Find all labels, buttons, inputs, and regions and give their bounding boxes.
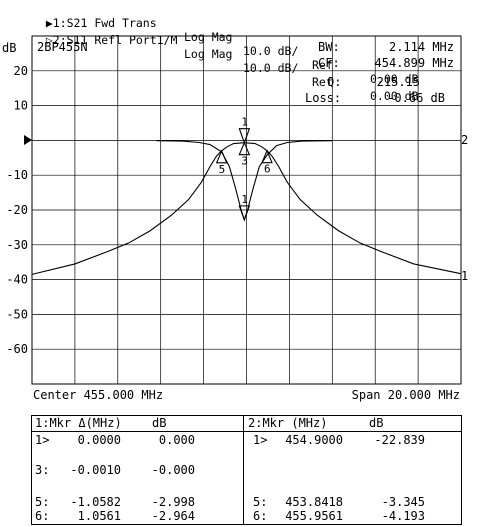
trace1-refval: 0.00 dB bbox=[370, 72, 419, 86]
left-header-mkr: 1:Mkr Δ(MHz) bbox=[35, 416, 122, 430]
right-row-6-mhz: 455.9561 bbox=[285, 509, 343, 523]
left-row-1-mhz: 0.0000 bbox=[77, 433, 121, 447]
q-value: 215.15 bbox=[377, 75, 420, 89]
trace2-refval: 0.00 dB bbox=[370, 89, 419, 103]
ref-level-arrow-icon bbox=[24, 135, 32, 145]
marker-triangle-icon bbox=[238, 141, 251, 156]
left-row-6-mhz: 1.0561 bbox=[77, 509, 121, 523]
chart-grid bbox=[31, 35, 462, 385]
chart-markers: 1 3 5 6 1 bbox=[215, 116, 273, 222]
left-row-5-id: 5: bbox=[35, 495, 50, 509]
trace1-format: Log Mag bbox=[184, 30, 233, 44]
bw-value: 2.114 MHz bbox=[389, 40, 454, 54]
y-tick-label: -30 bbox=[6, 238, 28, 252]
right-row-5-mhz: 453.8418 bbox=[285, 495, 343, 509]
y-tick-label: -20 bbox=[6, 203, 28, 217]
trace1-label: ▶1:S21 Fwd Trans bbox=[45, 16, 157, 30]
y-tick-label: -60 bbox=[6, 342, 28, 356]
y-tick-label: -10 bbox=[6, 168, 28, 182]
y-axis-label: dB bbox=[2, 41, 16, 55]
trace-end-label-1: 1 bbox=[461, 269, 468, 283]
right-row-5-id: 5: bbox=[253, 495, 268, 509]
center-label: Center 455.000 MHz bbox=[33, 388, 163, 402]
marker-label: 3 bbox=[241, 155, 248, 168]
marker-triangle-icon bbox=[238, 205, 251, 222]
left-row-6-id: 6: bbox=[35, 509, 50, 523]
y-tick-labels: 20 10 -10 -20 -30 -40 -50 -60 bbox=[6, 64, 28, 356]
y-tick-label: 20 bbox=[14, 64, 28, 78]
right-row-6-db: -4.193 bbox=[381, 509, 425, 523]
y-tick-label: -40 bbox=[6, 273, 28, 287]
marker-label: 1 bbox=[241, 116, 248, 129]
right-row-5-db: -3.345 bbox=[381, 495, 425, 509]
right-row-1-db: -22.839 bbox=[374, 433, 425, 447]
y-tick-label: 10 bbox=[14, 99, 28, 113]
trace1-scale: 10.0 dB/ bbox=[243, 44, 299, 58]
trace2-ref: Ref bbox=[312, 75, 333, 89]
y-tick-label: -50 bbox=[6, 307, 28, 321]
marker-table: 1:Mkr Δ(MHz) dB 2:Mkr (MHz) dB 1> 0.0000… bbox=[31, 415, 462, 525]
left-row-1-db: 0.000 bbox=[158, 433, 195, 447]
trace-end-label-2: 2 bbox=[461, 133, 468, 147]
table-divider-vertical bbox=[243, 416, 244, 524]
loss-label: Loss: bbox=[305, 91, 341, 105]
marker-label: 1 bbox=[241, 193, 248, 206]
marker-triangle-icon bbox=[238, 128, 251, 145]
left-row-1-id: 1> bbox=[35, 433, 50, 447]
marker-3-trace1: 3 bbox=[238, 141, 251, 168]
marker-6-trace1: 6 bbox=[261, 149, 273, 176]
trace2-scale: 10.0 dB/ bbox=[243, 61, 299, 75]
series-trace-2 bbox=[156, 140, 333, 222]
left-header-db: dB bbox=[152, 416, 167, 430]
marker-5-trace1: 5 bbox=[215, 149, 228, 176]
trace2-format: Log Mag bbox=[184, 47, 233, 61]
right-row-6-id: 6: bbox=[253, 509, 268, 523]
trace1-header: ▶1:S21 Fwd Trans Log Mag 10.0 dB/ Ref 0.… bbox=[32, 2, 419, 86]
table-divider-horizontal bbox=[32, 431, 461, 432]
right-row-1-mhz: 454.9000 bbox=[285, 433, 343, 447]
loss-value: -0.66 dB bbox=[387, 91, 445, 105]
left-row-6-db: -2.964 bbox=[151, 509, 195, 523]
right-header-mkr: 2:Mkr (MHz) bbox=[248, 416, 328, 430]
chart-label-box: 2BP455N bbox=[37, 40, 88, 54]
marker-triangle-icon bbox=[215, 149, 228, 164]
right-row-1-id: 1> bbox=[253, 433, 268, 447]
trace1-ref: Ref bbox=[312, 58, 333, 72]
q-label: Q: bbox=[327, 75, 341, 89]
left-row-3-id: 3: bbox=[35, 463, 50, 477]
left-row-5-mhz: -1.0582 bbox=[70, 495, 121, 509]
marker-triangle-icon bbox=[261, 149, 273, 164]
left-row-5-db: -2.998 bbox=[151, 495, 195, 509]
marker-label: 5 bbox=[219, 163, 226, 176]
left-row-3-db: -0.000 bbox=[151, 463, 195, 477]
marker-1-trace1: 1 bbox=[238, 116, 251, 145]
cf-label: CF: bbox=[318, 56, 340, 70]
marker-label: 6 bbox=[264, 163, 271, 176]
bw-label: BW: bbox=[318, 40, 340, 54]
marker-1-trace2: 1 bbox=[238, 193, 251, 222]
right-header-db: dB bbox=[369, 416, 384, 430]
left-row-3-mhz: -0.0010 bbox=[70, 463, 121, 477]
cf-value: 454.899 MHz bbox=[375, 56, 454, 70]
span-label: Span 20.000 MHz bbox=[352, 388, 460, 402]
